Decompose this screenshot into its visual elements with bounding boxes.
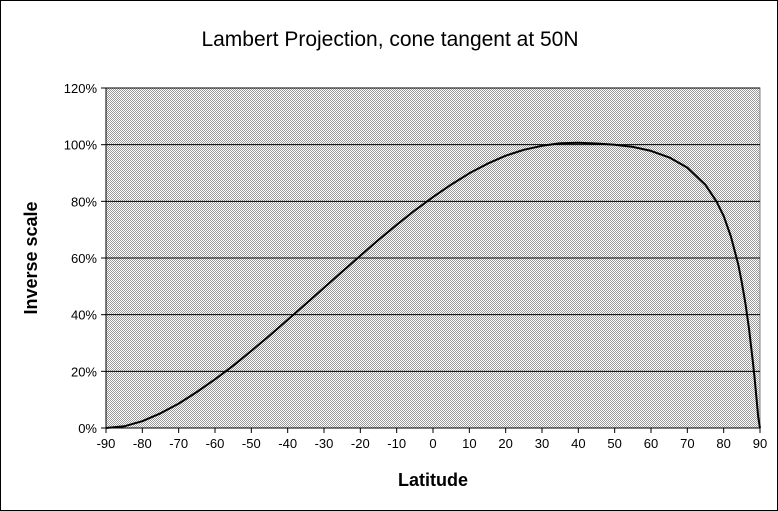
x-tick-label: -30 bbox=[315, 436, 334, 451]
x-tick-label: 40 bbox=[571, 436, 585, 451]
x-tick-label: -80 bbox=[133, 436, 152, 451]
x-tick-label: 70 bbox=[680, 436, 694, 451]
x-tick-label: 0 bbox=[429, 436, 436, 451]
y-tick-label: 40% bbox=[71, 308, 97, 323]
x-tick-label: 20 bbox=[498, 436, 512, 451]
y-tick-label: 0% bbox=[78, 421, 97, 436]
x-tick-label: -70 bbox=[169, 436, 188, 451]
y-tick-label: 80% bbox=[71, 194, 97, 209]
y-axis-title: Inverse scale bbox=[21, 201, 41, 314]
y-tick-label: 20% bbox=[71, 364, 97, 379]
x-tick-label: 10 bbox=[462, 436, 476, 451]
series-group bbox=[105, 141, 761, 429]
x-tick-label: -60 bbox=[206, 436, 225, 451]
x-tick-label: 60 bbox=[644, 436, 658, 451]
x-tick-label: -90 bbox=[97, 436, 116, 451]
x-tick-label: -50 bbox=[242, 436, 261, 451]
series-line-0 bbox=[105, 141, 761, 429]
gridlines bbox=[106, 87, 760, 372]
x-tick-label: -20 bbox=[351, 436, 370, 451]
y-tick-label: 120% bbox=[64, 81, 98, 96]
x-tick-label: 90 bbox=[753, 436, 767, 451]
x-tick-label: 30 bbox=[535, 436, 549, 451]
axes bbox=[101, 87, 761, 433]
y-tick-labels: 0% 20% 40% 60% 80% 100% 120% bbox=[64, 81, 98, 436]
x-axis-title: Latitude bbox=[398, 470, 468, 490]
x-tick-label: -40 bbox=[278, 436, 297, 451]
y-tick-label: 100% bbox=[64, 138, 98, 153]
x-tick-label: -10 bbox=[387, 436, 406, 451]
x-tick-labels: -90 -80 -70 -60 -50 -40 -30 -20 -10 0 10 20 30 40 50 60… bbox=[97, 436, 768, 451]
chart-title: Lambert Projection, cone tangent at 50N bbox=[201, 28, 578, 51]
x-tick-label: 50 bbox=[607, 436, 621, 451]
x-tick-label: 80 bbox=[716, 436, 730, 451]
y-tick-label: 60% bbox=[71, 251, 97, 266]
